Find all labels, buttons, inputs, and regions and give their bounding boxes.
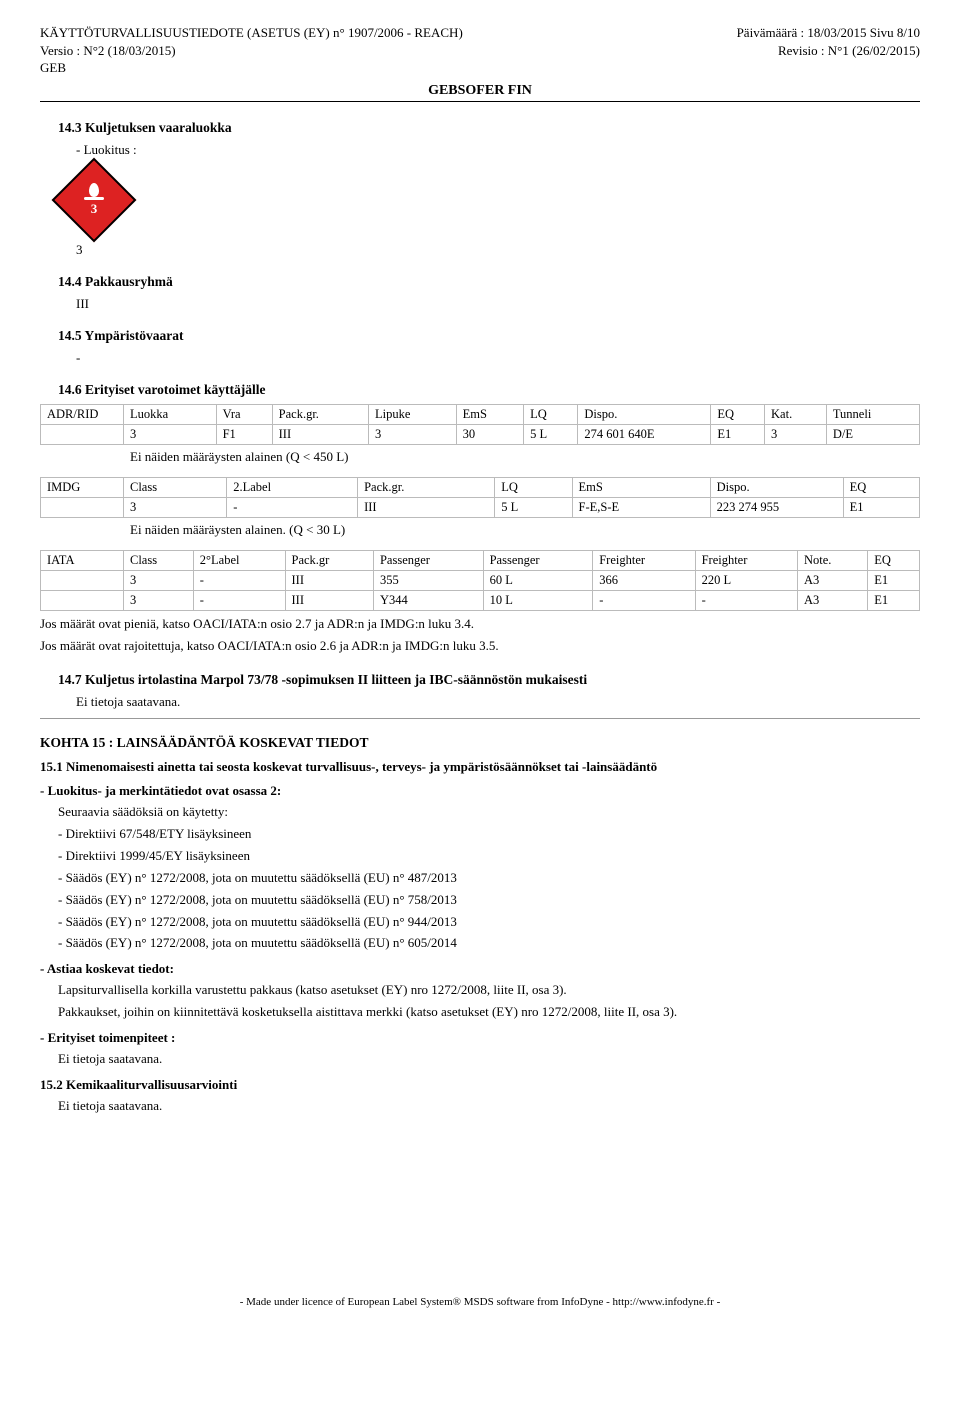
list-item: - Säädös (EY) n° 1272/2008, jota on muut… [58,869,920,888]
table-row: IMDG Class 2.Label Pack.gr. LQ EmS Dispo… [41,477,920,497]
luokitus-heading: - Luokitus- ja merkintätiedot ovat osass… [40,783,920,799]
iata-table: IATA Class 2°Label Pack.gr Passenger Pas… [40,550,920,611]
imdg-note: Ei näiden määräysten alainen. (Q < 30 L) [130,522,920,538]
section-14-7-value: Ei tietoja saatavana. [76,694,920,710]
header-left-3: GEB [40,59,463,77]
divider [40,101,920,102]
note-2: Jos määrät ovat rajoitettuja, katso OACI… [40,637,920,656]
divider [40,718,920,719]
table-row: 3 - III 5 L F-E,S-E 223 274 955 E1 [41,497,920,517]
erityiset-heading: - Erityiset toimenpiteet : [40,1030,920,1046]
section-14-5-title: 14.5 Ympäristövaarat [58,328,920,344]
page-header: KÄYTTÖTURVALLISUUSTIEDOTE (ASETUS (EY) n… [40,24,920,77]
page-footer: - Made under licence of European Label S… [40,1296,920,1328]
section-14-3-title: 14.3 Kuljetuksen vaaraluokka [58,120,920,136]
section-15-2-value: Ei tietoja saatavana. [58,1097,920,1116]
astiaa-heading: - Astiaa koskevat tiedot: [40,961,920,977]
list-item: - Säädös (EY) n° 1272/2008, jota on muut… [58,913,920,932]
astiaa-line-1: Lapsiturvallisella korkilla varustettu p… [58,981,920,1000]
astiaa-line-2: Pakkaukset, joihin on kiinnitettävä kosk… [58,1003,920,1022]
imdg-table: IMDG Class 2.Label Pack.gr. LQ EmS Dispo… [40,477,920,518]
section-14-6-title: 14.6 Erityiset varotoimet käyttäjälle [58,382,920,398]
header-right-2: Revisio : N°1 (26/02/2015) [737,42,920,60]
header-left-2: Versio : N°2 (18/03/2015) [40,42,463,60]
table-row: ADR/RID Luokka Vra Pack.gr. Lipuke EmS L… [41,404,920,424]
hazard-class-value: 3 [76,242,920,258]
list-item: - Direktiivi 1999/45/EY lisäyksineen [58,847,920,866]
section-15-2-title: 15.2 Kemikaaliturvallisuusarviointi [40,1077,920,1093]
section-15-1-title: 15.1 Nimenomaisesti ainetta tai seosta k… [40,759,920,775]
section-14-7-title: 14.7 Kuljetus irtolastina Marpol 73/78 -… [58,672,920,688]
table-row: 3 F1 III 3 30 5 L 274 601 640E E1 3 D/E [41,424,920,444]
seuraavia-line: Seuraavia säädöksiä on käytetty: [58,803,920,822]
header-left-1: KÄYTTÖTURVALLISUUSTIEDOTE (ASETUS (EY) n… [40,24,463,42]
table-row: IATA Class 2°Label Pack.gr Passenger Pas… [41,550,920,570]
kohta-15-title: KOHTA 15 : LAINSÄÄDÄNTÖÄ KOSKEVAT TIEDOT [40,735,920,751]
product-title: GEBSOFER FIN [40,83,920,99]
list-item: - Säädös (EY) n° 1272/2008, jota on muut… [58,891,920,910]
adr-rid-note: Ei näiden määräysten alainen (Q < 450 L) [130,449,920,465]
note-1: Jos määrät ovat pieniä, katso OACI/IATA:… [40,615,920,634]
adr-rid-table: ADR/RID Luokka Vra Pack.gr. Lipuke EmS L… [40,404,920,445]
hazard-diamond-icon: 3 [52,157,137,242]
section-14-4-value: III [76,296,920,312]
section-14-4-title: 14.4 Pakkausryhmä [58,274,920,290]
header-right-1: Päivämäärä : 18/03/2015 Sivu 8/10 [737,24,920,42]
table-row: 3 - III 355 60 L 366 220 L A3 E1 [41,570,920,590]
list-item: - Direktiivi 67/548/ETY lisäyksineen [58,825,920,844]
table-row: 3 - III Y344 10 L - - A3 E1 [41,590,920,610]
section-14-5-value: - [76,350,920,366]
erityiset-value: Ei tietoja saatavana. [58,1050,920,1069]
section-14-3-sub: - Luokitus : [76,142,920,158]
list-item: - Säädös (EY) n° 1272/2008, jota on muut… [58,934,920,953]
flame-icon [89,183,99,197]
